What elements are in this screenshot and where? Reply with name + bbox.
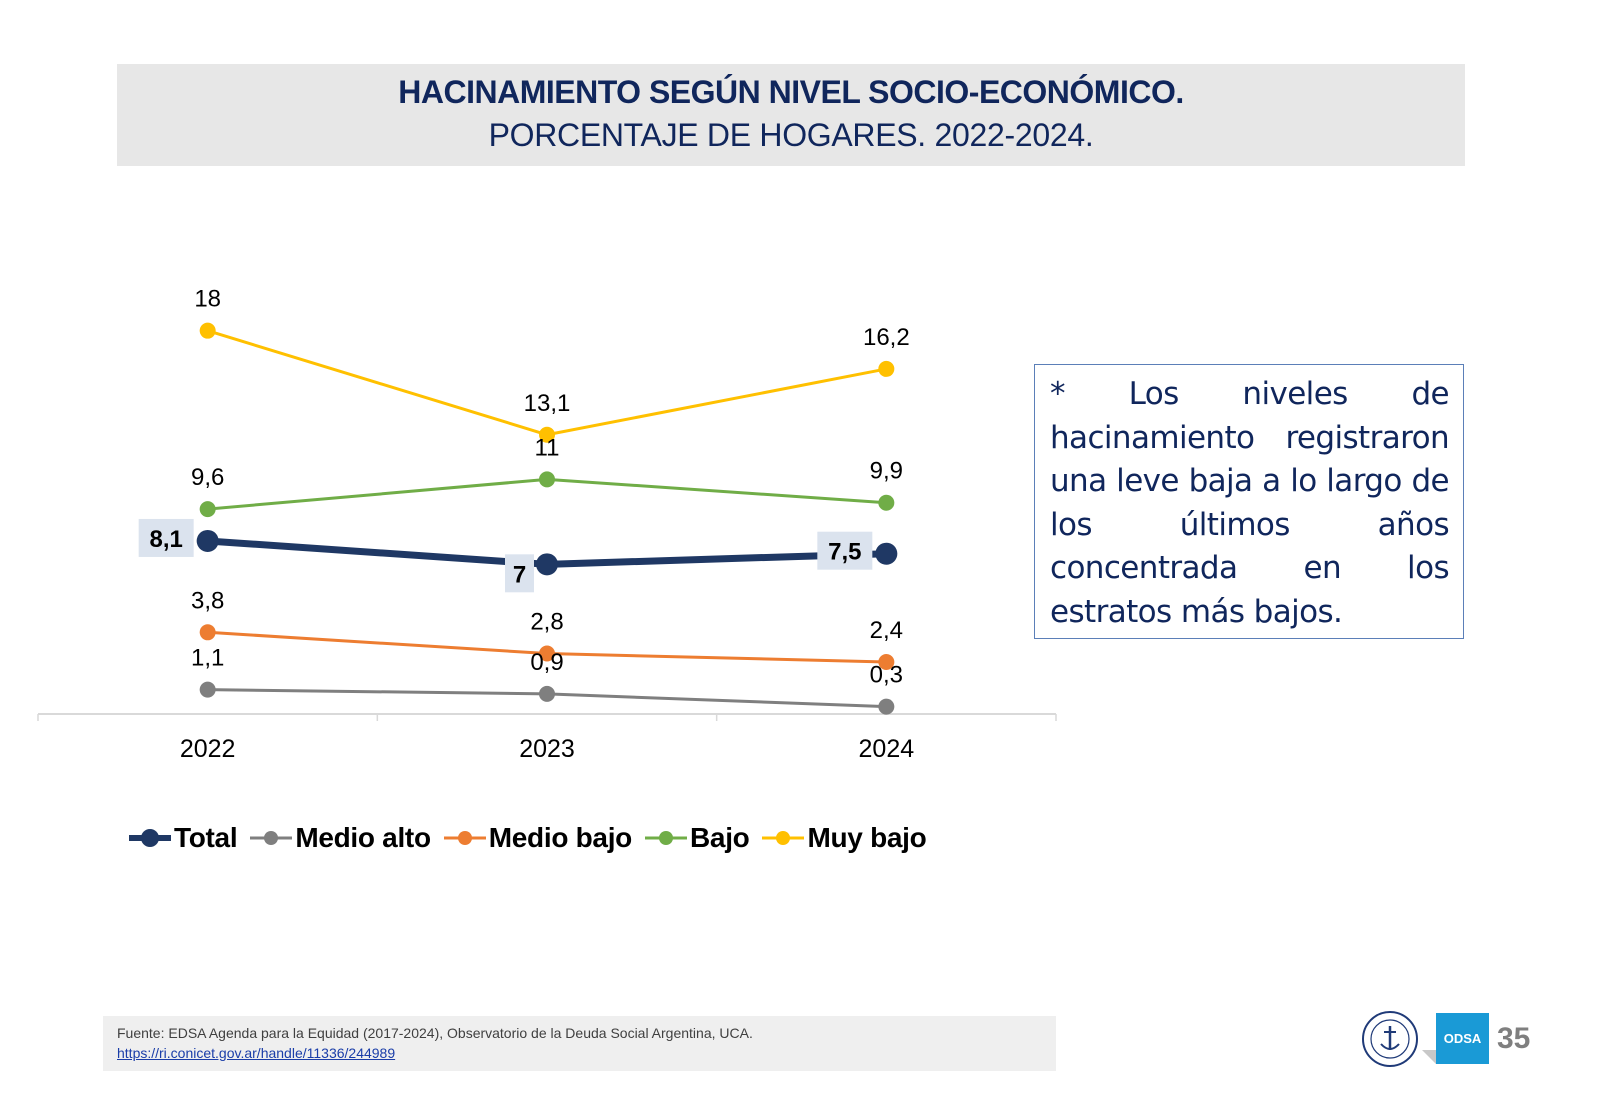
series-medio-bajo [199,624,895,671]
legend-label: Total [174,822,238,853]
series-line-muy-bajo [207,329,887,437]
data-label-medio-bajo: 3,8 [191,587,224,614]
odsa-logo: ODSA [1436,1013,1489,1064]
data-label-medio-bajo: 2,8 [530,609,563,636]
data-label-muy-bajo: 16,2 [863,324,910,351]
x-tick-label: 2024 [859,735,915,763]
legend-marker-bajo [645,831,687,845]
x-tick-label: 2022 [180,735,236,763]
source-link[interactable]: https://ri.conicet.gov.ar/handle/11336/2… [117,1045,396,1061]
legend-label: Medio bajo [488,822,633,853]
legend-item-total: Total [128,822,238,854]
data-point-bajo [199,501,216,518]
data-point-medio-alto [199,681,216,698]
legend-marker-total [129,829,171,847]
legend-item-medio-alto: Medio alto [249,822,431,854]
data-point-bajo [878,494,895,511]
chart-title: HACINAMIENTO SEGÚN NIVEL SOCIO-ECONÓMICO… [398,74,1184,110]
note-text: * Los niveles de hacinamiento registraro… [1050,376,1450,630]
data-label-box [505,554,534,593]
legend-item-bajo: Bajo [644,822,750,854]
data-point-muy-bajo [199,322,216,339]
source-box: Fuente: EDSA Agenda para la Equidad (201… [103,1016,1056,1071]
data-point-medio-alto [878,698,895,715]
series-medio-alto [199,681,895,715]
data-point-medio-bajo [878,654,895,671]
title-band: HACINAMIENTO SEGÚN NIVEL SOCIO-ECONÓMICO… [117,64,1465,166]
chart-subtitle: PORCENTAJE DE HOGARES. 2022-2024. [488,117,1094,153]
x-tick-label: 2023 [519,735,575,763]
data-label-bajo: 9,6 [191,464,224,491]
source-text: Fuente: EDSA Agenda para la Equidad (201… [117,1025,753,1041]
data-label-medio-alto: 1,1 [191,645,224,672]
data-point-total [875,542,898,565]
legend-marker-medio-bajo [443,831,486,845]
legend-label: Muy bajo [807,822,927,853]
data-label-medio-alto: 0,3 [870,662,903,689]
legend-marker-muy-bajo [762,831,805,845]
legend-marker-medio-alto [250,831,293,845]
legend-item-medio-bajo: Medio bajo [443,822,632,854]
data-point-bajo [539,471,555,488]
data-label-total: 8,1 [149,526,182,553]
data-label-total: 7 [513,561,526,588]
data-label-bajo: 11 [535,434,560,461]
legend-item-muy-bajo: Muy bajo [761,822,927,854]
uca-seal-logo [1362,1011,1418,1067]
note-box: * Los niveles de hacinamiento registraro… [1034,364,1464,639]
data-point-medio-bajo [539,645,555,662]
data-point-medio-alto [539,685,555,702]
data-label-medio-alto: 0,9 [530,649,563,676]
page-number: 35 [1497,1022,1531,1055]
data-label-box [817,531,873,570]
data-point-muy-bajo [878,360,895,377]
data-point-muy-bajo [539,426,555,443]
odsa-logo-tail [1422,1050,1436,1064]
chart-legend: Total Medio alto Medio bajo Bajo Muy bajo [128,818,938,858]
data-label-bajo: 9,9 [870,458,903,485]
data-point-medio-bajo [199,624,216,641]
data-label-medio-bajo: 2,4 [870,617,903,644]
legend-label: Medio alto [295,822,431,853]
data-label-muy-bajo: 18 [194,286,221,313]
series-total [196,529,898,576]
data-label-box [138,518,194,557]
data-label-muy-bajo: 13,1 [524,390,571,417]
data-point-total [536,553,558,576]
data-point-total [196,529,219,552]
data-label-total: 7,5 [828,539,861,566]
series-muy-bajo [199,322,895,443]
series-bajo [199,471,895,518]
legend-label: Bajo [690,822,750,853]
